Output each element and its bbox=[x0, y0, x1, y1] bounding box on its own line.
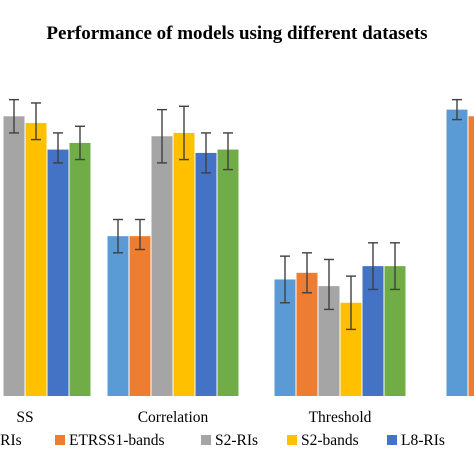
legend-item-3: S2-bands bbox=[287, 432, 359, 449]
error-bar-series5-cat2 bbox=[390, 242, 400, 291]
error-bar-series0-cat3 bbox=[452, 98, 462, 121]
legend-marker-4 bbox=[387, 435, 397, 445]
bar-series2-cat1 bbox=[151, 136, 173, 396]
legend-label-4: L8-RIs bbox=[401, 432, 445, 449]
bar-series4-cat0 bbox=[47, 149, 69, 396]
bar-series5-cat0 bbox=[69, 142, 91, 396]
category-label-1: Correlation bbox=[138, 409, 209, 426]
legend-marker-1 bbox=[55, 435, 65, 445]
legend-marker-3 bbox=[287, 435, 297, 445]
category-label-2: Threshold bbox=[309, 409, 372, 426]
legend-item-4: L8-RIs bbox=[387, 432, 445, 449]
legend-marker-2 bbox=[201, 435, 211, 445]
error-bar-series1-cat2 bbox=[302, 252, 312, 294]
error-bar-series2-cat0 bbox=[9, 98, 19, 134]
bar-series2-cat0 bbox=[3, 116, 25, 396]
bar-series4-cat2 bbox=[362, 266, 384, 396]
error-bar-series5-cat1 bbox=[223, 132, 233, 171]
error-bar-series4-cat2 bbox=[368, 242, 378, 291]
error-bar-series4-cat1 bbox=[201, 132, 211, 174]
bar-series0-cat1 bbox=[107, 236, 129, 396]
bar-series1-cat1 bbox=[129, 236, 151, 396]
legend-item-1: ETRSS1-bands bbox=[55, 432, 165, 449]
error-bar-series4-cat0 bbox=[53, 132, 63, 164]
error-bar-series2-cat2 bbox=[324, 258, 334, 311]
bar-series3-cat0 bbox=[25, 122, 47, 396]
error-bar-series3-cat1 bbox=[179, 105, 189, 161]
legend-label-3: S2-bands bbox=[301, 432, 359, 449]
category-label-0: SS bbox=[16, 409, 33, 426]
legend-label-1: ETRSS1-bands bbox=[69, 432, 165, 449]
error-bar-series1-cat1 bbox=[135, 218, 145, 251]
bars-group bbox=[3, 98, 474, 397]
bar-series0-cat3 bbox=[446, 109, 468, 397]
bar-series2-cat2 bbox=[318, 286, 340, 396]
error-bar-series3-cat0 bbox=[31, 102, 41, 141]
bar-series0-cat2 bbox=[274, 279, 296, 396]
error-bar-series2-cat1 bbox=[157, 108, 167, 164]
bar-series1-cat3 bbox=[468, 116, 474, 396]
legend-label-0: -RIs bbox=[0, 432, 22, 449]
error-bar-series0-cat1 bbox=[113, 218, 123, 254]
error-bar-series0-cat2 bbox=[280, 255, 290, 304]
bar-series5-cat2 bbox=[384, 266, 406, 396]
bar-series4-cat1 bbox=[195, 152, 217, 396]
legend-item-2: S2-RIs bbox=[201, 432, 258, 449]
bar-series3-cat1 bbox=[173, 132, 195, 396]
bar-series5-cat1 bbox=[217, 149, 239, 396]
chart-title: Performance of models using different da… bbox=[46, 23, 427, 44]
legend-label-2: S2-RIs bbox=[215, 432, 258, 449]
legend-item-0: -RIs bbox=[0, 432, 22, 449]
bar-series3-cat2 bbox=[340, 302, 362, 396]
category-labels: SS Correlation Threshold bbox=[16, 409, 371, 426]
legend: -RIs ETRSS1-bands S2-RIs S2-bands L8-RIs bbox=[0, 432, 445, 449]
error-bar-series5-cat0 bbox=[75, 125, 85, 161]
error-bar-series3-cat2 bbox=[346, 275, 356, 331]
bar-series1-cat2 bbox=[296, 272, 318, 396]
